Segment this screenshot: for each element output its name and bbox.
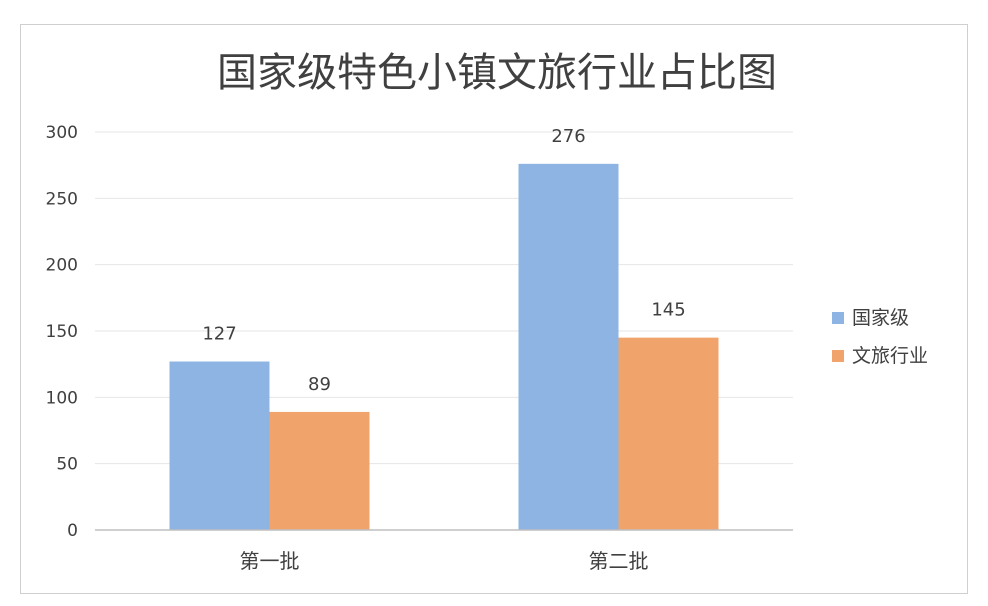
data-label: 89 xyxy=(308,374,331,395)
chart-title: 国家级特色小镇文旅行业占比图 xyxy=(217,50,777,96)
bars xyxy=(169,163,719,530)
x-axis-categories: 第一批 第二批 xyxy=(240,549,649,573)
bar-culture-tourism xyxy=(269,411,370,530)
y-tick-label: 0 xyxy=(67,521,78,541)
y-tick-label: 100 xyxy=(46,388,78,408)
y-tick-label: 250 xyxy=(46,189,78,209)
bar-national xyxy=(518,163,619,530)
data-label: 127 xyxy=(202,324,236,345)
x-category-label: 第一批 xyxy=(240,549,300,573)
data-labels: 127 89 276 145 xyxy=(202,126,685,395)
bar-culture-tourism xyxy=(618,337,719,530)
data-label: 276 xyxy=(551,126,585,147)
data-label: 145 xyxy=(651,300,685,321)
y-tick-label: 50 xyxy=(56,455,78,475)
y-axis-ticks: 0 50 100 150 200 250 300 xyxy=(46,123,78,541)
y-tick-label: 200 xyxy=(46,256,78,276)
legend-label: 文旅行业 xyxy=(852,345,928,367)
legend-swatch xyxy=(832,312,844,324)
y-tick-label: 150 xyxy=(46,322,78,342)
legend-label: 国家级 xyxy=(852,307,909,329)
y-tick-label: 300 xyxy=(46,123,78,143)
bar-national xyxy=(169,361,270,530)
legend-swatch xyxy=(832,350,844,362)
x-category-label: 第二批 xyxy=(589,549,649,573)
